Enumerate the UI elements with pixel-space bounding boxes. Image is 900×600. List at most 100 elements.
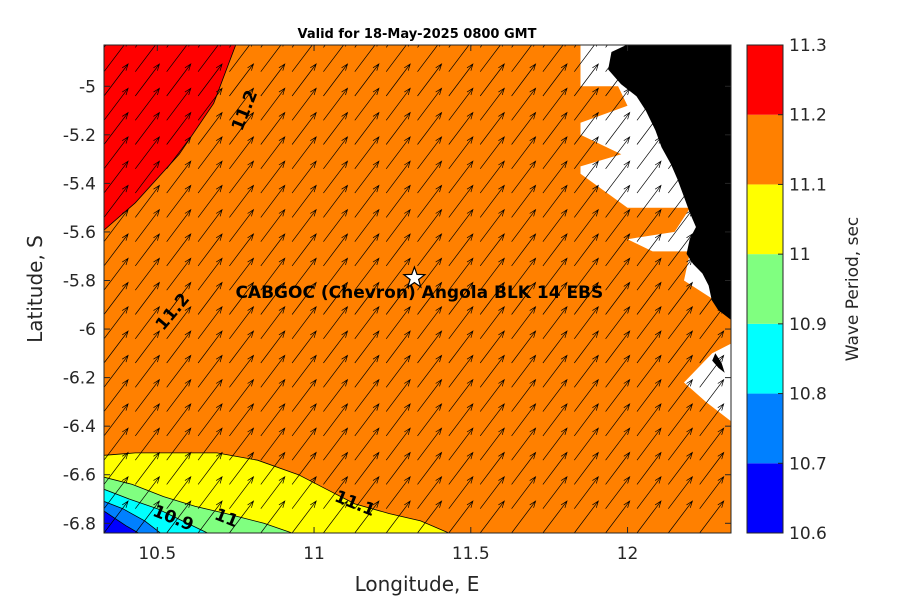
vector-arrow (636, 45, 640, 48)
vector-arrow (104, 45, 107, 48)
vector-arrow (574, 305, 599, 340)
vector-arrow (197, 208, 223, 242)
vector-arrow (417, 184, 443, 218)
vector-arrow (166, 475, 192, 509)
vector-arrow (229, 87, 255, 121)
vector-arrow (354, 208, 380, 242)
vector-arrow (291, 111, 317, 145)
vector-arrow (636, 305, 662, 340)
vector-arrow (636, 184, 662, 218)
y-tick-label: -6.6 (63, 466, 96, 486)
vector-arrow (574, 87, 599, 121)
vector-arrow (479, 475, 505, 509)
vector-arrow (699, 451, 725, 485)
vector-arrow (699, 403, 725, 437)
vector-arrow (354, 136, 380, 170)
vector-arrow (385, 330, 411, 364)
vector-arrow (511, 63, 537, 97)
vector-arrow (385, 136, 411, 170)
vector-arrow (135, 45, 138, 48)
vector-arrow (291, 87, 317, 121)
station-label: CABGOC (Chevron) Angola BLK 14 EBS (235, 283, 603, 303)
vector-arrow (542, 500, 568, 533)
vector-arrow (636, 136, 662, 170)
vector-arrow (260, 87, 286, 121)
vector-arrow (668, 87, 694, 121)
vector-arrow (574, 233, 599, 267)
vector-arrow (542, 111, 568, 145)
vector-arrow (166, 330, 192, 364)
vector-arrow (699, 475, 725, 509)
y-tick-label: -5.6 (63, 223, 96, 243)
vector-arrow (166, 63, 192, 97)
vector-arrow (668, 451, 694, 485)
vector-arrow (135, 330, 161, 364)
vector-arrow (135, 208, 161, 242)
vector-arrow (197, 378, 223, 412)
vector-arrow (668, 403, 694, 437)
vector-arrow (605, 330, 631, 364)
vector-arrow (291, 63, 317, 97)
vector-arrow (229, 305, 255, 340)
colorbar-tick-label: 10.6 (789, 524, 827, 544)
vector-arrow (104, 475, 129, 509)
vector-arrow (229, 281, 255, 315)
vector-arrow (135, 354, 161, 388)
vector-arrow (511, 257, 537, 291)
vector-arrow (479, 233, 505, 267)
vector-arrow (323, 354, 349, 388)
vector-arrow (104, 184, 129, 218)
vector-arrow (479, 257, 505, 291)
y-tick-label: -5.8 (63, 272, 96, 292)
contour-region-0 (104, 45, 237, 422)
vector-arrow (229, 403, 255, 437)
vector-arrow (574, 63, 599, 97)
y-tick-label: -5.2 (63, 126, 96, 146)
colorbar-swatch (747, 254, 783, 324)
vector-arrow (260, 378, 286, 412)
vector-arrow (417, 233, 443, 267)
vector-arrow (135, 403, 161, 437)
vector-arrow (636, 233, 662, 267)
vector-arrow (542, 354, 568, 388)
vector-arrow (574, 451, 599, 485)
vector-arrow (511, 403, 537, 437)
vector-arrow (448, 354, 474, 388)
vector-arrow (479, 63, 505, 97)
station-star-icon (402, 265, 427, 289)
vector-arrow (135, 136, 161, 170)
vector-arrow (636, 208, 662, 242)
vector-arrow (636, 354, 662, 388)
vector-arrow (354, 184, 380, 218)
vector-arrow (229, 184, 255, 218)
vector-arrow (574, 427, 599, 461)
vector-arrow (511, 378, 537, 412)
vector-arrow (699, 281, 725, 315)
vector-arrow (668, 475, 694, 509)
vector-arrow (417, 136, 443, 170)
vector-arrow (417, 427, 443, 461)
vector-arrow (104, 257, 129, 291)
vector-arrow (636, 330, 662, 364)
vector-arrow (448, 87, 474, 121)
vector-arrow (542, 208, 568, 242)
vector-arrow (135, 475, 161, 509)
vector-arrow (542, 136, 568, 170)
colorbar-tick-label: 11.1 (789, 175, 827, 195)
vector-arrow (668, 111, 694, 145)
vector-arrow (166, 233, 192, 267)
vector-arrow (260, 500, 286, 533)
vector-arrow (229, 354, 255, 388)
vector-arrow (291, 208, 317, 242)
vector-arrow (417, 330, 443, 364)
vector-arrow (229, 500, 255, 533)
vector-arrow (479, 500, 505, 533)
vector-arrow (385, 500, 411, 533)
vector-arrow (699, 330, 725, 364)
vector-arrow (668, 45, 671, 48)
contour-region-5 (104, 510, 140, 533)
vector-arrow (197, 500, 223, 533)
colorbar-swatch (747, 184, 783, 255)
vector-arrow (605, 305, 631, 340)
vector-arrow (479, 184, 505, 218)
